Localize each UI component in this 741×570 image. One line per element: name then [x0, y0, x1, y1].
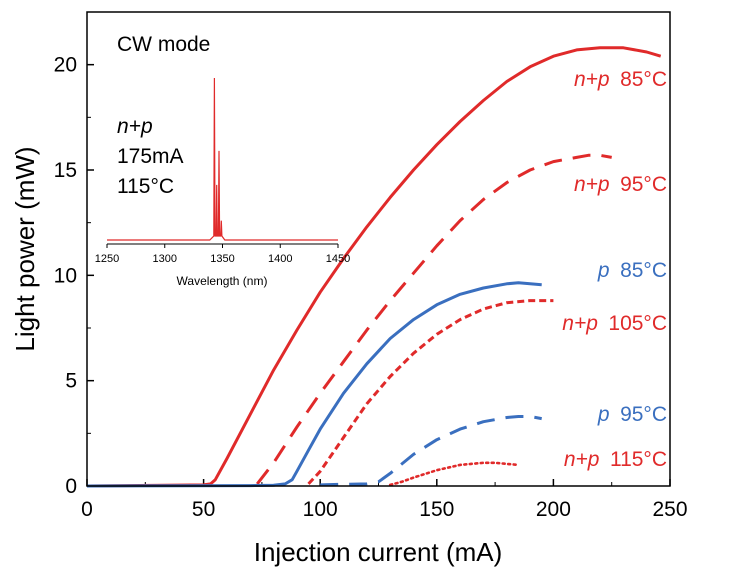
inset-spectrum-line [107, 77, 338, 241]
plot-frame [86, 11, 671, 487]
series-labels: n+p 85°C n+p 95°C p 85°C n+p 105°C p 95°C n+p… [562, 68, 667, 471]
x-tick-label: 250 [652, 498, 687, 521]
series-label: n+p 85°C [574, 68, 667, 91]
y-tick-label: 0 [65, 475, 77, 498]
series-line [307, 299, 554, 485]
inset-annotation-temperature: 115°C [117, 175, 174, 198]
inset-x-tick-label: 1350 [210, 253, 234, 265]
x-axis-title: Injection current (mA) [254, 537, 503, 567]
x-tick-label: 150 [419, 498, 454, 521]
series-label: p 95°C [597, 403, 667, 426]
series-label: n+p 95°C [574, 173, 667, 196]
inset-annotation-current: 175mA [117, 145, 184, 168]
inset-spectrum: n+p 175mA 115°C 1250 1300 1350 1400 1450 Wav… [95, 77, 350, 288]
inset-annotation-composition: n+p [117, 115, 153, 138]
series-line [86, 281, 542, 488]
inset-x-axis-title: Wavelength (nm) [177, 274, 268, 288]
inset-x-tick-label: 1300 [153, 253, 177, 265]
x-tick-label: 0 [81, 498, 93, 521]
series-line [388, 461, 520, 487]
x-tick-label: 100 [303, 498, 338, 521]
series-label: p 85°C [597, 259, 667, 282]
axis-ticks: 0 50 100 150 200 250 0 5 10 15 20 [54, 54, 688, 521]
y-axis-title: Light power (mW) [10, 146, 40, 351]
series-layer [86, 46, 662, 488]
y-tick-label: 20 [54, 54, 77, 77]
x-tick-label: 200 [536, 498, 571, 521]
inset-x-tick-label: 1450 [326, 253, 350, 265]
inset-ticks: 1250 1300 1350 1400 1450 [95, 244, 350, 265]
series-line [86, 46, 662, 488]
y-tick-label: 10 [54, 264, 77, 287]
series-line [256, 153, 612, 485]
series-label: n+p 115°C [564, 448, 667, 471]
mode-label: CW mode [117, 33, 210, 56]
series-label: n+p 105°C [562, 312, 667, 335]
y-tick-label: 15 [54, 159, 77, 182]
series-line [320, 415, 542, 487]
inset-x-tick-label: 1250 [95, 253, 119, 265]
y-tick-label: 5 [65, 370, 77, 393]
inset-x-tick-label: 1400 [268, 253, 292, 265]
x-tick-label: 50 [192, 498, 215, 521]
